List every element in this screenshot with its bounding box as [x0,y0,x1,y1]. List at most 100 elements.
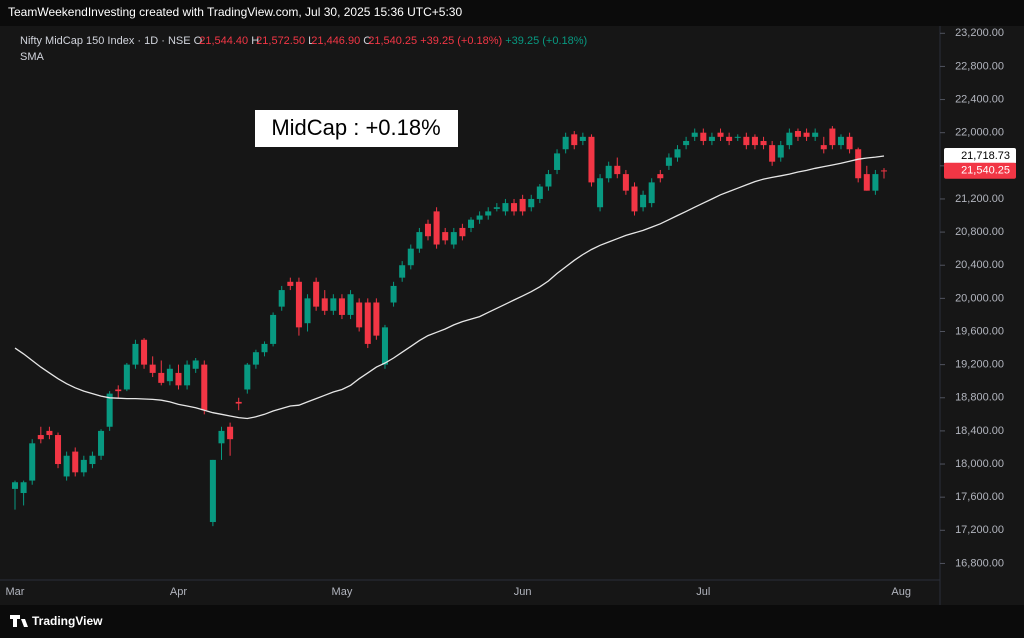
candle-body [717,132,724,137]
y-tick-label: 20,800.00 [955,226,1004,238]
candle-body [201,364,208,411]
candle-body [760,140,767,146]
candle-body [416,232,423,249]
candle-body [467,219,475,228]
candle-body [46,430,53,436]
candle-body [175,372,182,386]
candle-body [72,451,79,473]
candle-body [295,281,302,328]
candle-body [605,165,612,179]
candle-body [184,364,191,386]
candle-body [562,136,569,150]
candle-body [252,352,259,365]
candle-body [648,182,655,204]
candle-body [89,455,96,465]
brand-logo [10,615,28,627]
y-tick-label: 22,800.00 [955,60,1004,72]
candle-body [855,149,862,179]
candle-body [519,198,526,212]
candle-body [734,136,741,138]
candle-body [485,211,492,216]
candle-body [270,314,277,344]
candle-body [803,132,810,137]
legend-o-label: O [194,35,203,47]
legend-h-label: H [251,35,259,47]
header-bar [0,0,1024,26]
candle-body [691,132,698,137]
candle-body [837,136,844,146]
y-tick-label: 20,400.00 [955,259,1004,271]
candle-body [235,401,242,404]
candle-body [476,215,483,220]
footer-bar [0,605,1024,638]
candle-body [640,194,647,208]
candle-body [726,136,733,141]
candle-body [424,223,432,237]
candle-body [11,482,19,489]
candle-body [614,165,621,175]
x-tick-label: May [332,586,353,598]
candle-body [132,343,139,365]
candle-body [751,136,758,146]
candle-body [347,294,354,315]
candle-body [287,281,294,286]
candle-body [708,136,715,141]
candle-body [399,265,406,278]
candle-body [98,430,105,456]
candle-body [313,281,320,307]
candle-body [166,368,173,382]
y-tick-label: 17,600.00 [955,491,1004,503]
y-tick-label: 16,800.00 [955,557,1004,569]
candle-body [20,482,27,494]
candle-body [528,198,535,208]
candle-body [218,430,225,444]
candle-body [227,426,234,440]
candle-body [261,343,268,353]
candle-body [571,134,578,146]
candle-body [304,298,311,324]
y-tick-label: 19,200.00 [955,359,1004,371]
candle-body [872,174,879,191]
y-tick-label: 18,400.00 [955,425,1004,437]
y-tick-label: 19,600.00 [955,325,1004,337]
candle-body [777,145,784,158]
candle-body [794,131,801,137]
y-tick-label: 21,200.00 [955,193,1004,205]
last-price-tag [944,162,1016,179]
candle-body [665,157,672,166]
credit: TeamWeekendInvesting created with Tradin… [8,5,462,19]
candle-body [158,372,165,383]
candle-body [364,302,371,344]
last-price-label: 21,540.25 [961,165,1010,177]
candle-body [786,132,793,146]
legend-o: 21,544.40 [199,35,248,47]
sma-price-tag [944,147,1016,164]
legend-c: 21,540.25 [368,35,417,47]
candle-body [545,174,552,187]
candle-body [743,136,750,146]
legend: Nifty MidCap 150 Index · 1D · NSE O21,54… [20,35,587,47]
candle-body [554,153,561,170]
legend-c-label: C [363,35,371,47]
candle-body [683,140,690,146]
y-tick-label: 22,400.00 [955,93,1004,105]
candle-body [700,132,707,141]
candle-body [829,128,836,146]
candle-body [631,186,638,212]
candle-body [106,393,113,427]
x-tick-label: Mar [6,586,25,598]
sma-line [14,155,885,420]
candle-body [115,389,122,392]
candle-body [820,145,827,150]
candle-body [769,145,776,162]
candle-body [579,136,586,141]
candle-body [356,302,363,328]
candle-body [433,211,440,245]
y-tick-label: 17,200.00 [955,524,1004,536]
x-tick-label: Jun [514,586,532,598]
candle-body [597,178,604,208]
candle-body [381,327,388,365]
